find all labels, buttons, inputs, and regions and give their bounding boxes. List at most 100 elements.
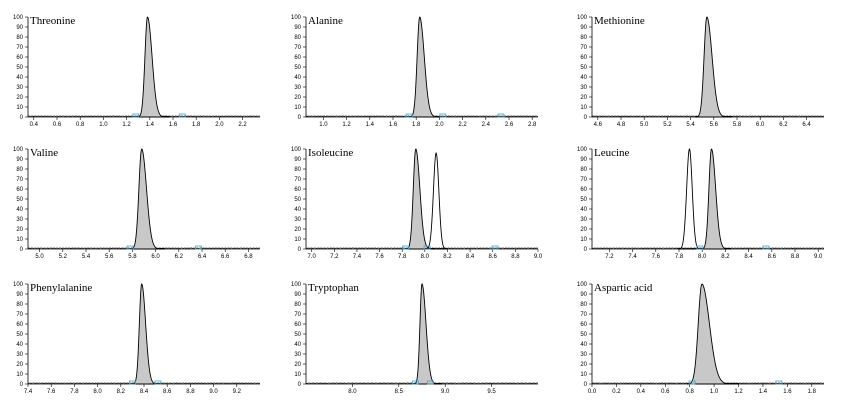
y-tick-label: 50 — [16, 332, 23, 338]
y-tick-label: 30 — [580, 352, 587, 358]
x-tick-label: 2.6 — [505, 122, 514, 128]
y-tick-label: 70 — [580, 177, 587, 183]
chromatogram-panel: 0 10 20 30 40 50 60 70 80 90 100 8.0 8.5 9.0 9.5 Trypto… — [291, 282, 539, 395]
y-tick-label: 80 — [16, 167, 23, 173]
peak-marker — [762, 245, 770, 250]
y-tick-label: 100 — [291, 147, 302, 153]
x-tick-label: 0.6 — [53, 122, 62, 128]
x-tick-label: 1.2 — [122, 122, 131, 128]
y-tick-label: 20 — [16, 227, 23, 233]
y-tick-label: 10 — [294, 105, 301, 111]
y-tick-label: 50 — [16, 65, 23, 71]
x-tick-label: 1.0 — [99, 122, 108, 128]
y-tick-label: 80 — [294, 35, 301, 41]
x-tick-label: 5.6 — [105, 254, 114, 260]
y-tick-label: 20 — [294, 95, 301, 101]
x-tick-label: 8.8 — [186, 389, 195, 395]
x-tick-label: 9.5 — [487, 389, 496, 395]
peak-marker — [154, 380, 162, 385]
x-tick-label: 7.0 — [307, 254, 316, 260]
y-tick-label: 40 — [580, 342, 587, 348]
chromatogram-panel: 0 10 20 30 40 50 60 70 80 90 100 0.4 0.6 0.8 1.0 1.2 1.4… — [13, 15, 261, 128]
y-tick-label: 40 — [294, 207, 301, 213]
panel-title: Alanine — [308, 15, 343, 27]
chromatogram-panel: 0 10 20 30 40 50 60 70 80 90 100 7.2 7.4 7.6 7.8 8.0 8.2… — [577, 147, 825, 260]
y-tick-label: 50 — [294, 332, 301, 338]
panel-title: Phenylalanine — [30, 282, 92, 294]
x-tick-label: 5.2 — [663, 122, 672, 128]
chromatogram-panel: 0 10 20 30 40 50 60 70 80 90 100 7.0 7.2 7.4 7.6 7.8 8.0… — [291, 147, 543, 260]
x-tick-label: 7.8 — [398, 254, 407, 260]
peak-marker — [696, 245, 704, 250]
x-tick-label: 1.8 — [192, 122, 201, 128]
x-tick-label: 6.6 — [221, 254, 230, 260]
x-tick-label: 5.0 — [640, 122, 649, 128]
y-tick-label: 10 — [294, 237, 301, 243]
x-tick-label: 7.4 — [353, 254, 362, 260]
peak-marker — [497, 113, 505, 118]
x-tick-label: 7.2 — [330, 254, 339, 260]
panel-title: Methionine — [594, 15, 645, 27]
y-tick-label: 80 — [294, 302, 301, 308]
y-tick-label: 10 — [580, 237, 587, 243]
y-tick-label: 60 — [16, 55, 23, 61]
peak-marker — [439, 113, 447, 118]
x-tick-label: 6.2 — [175, 254, 184, 260]
y-tick-label: 70 — [580, 312, 587, 318]
y-tick-label: 90 — [16, 292, 23, 298]
x-tick-label: 1.2 — [342, 122, 351, 128]
x-tick-label: 7.4 — [24, 389, 33, 395]
x-tick-label: 1.6 — [783, 389, 792, 395]
x-tick-label: 6.0 — [151, 254, 160, 260]
x-tick-label: 1.4 — [759, 389, 768, 395]
x-tick-label: 5.8 — [733, 122, 742, 128]
x-tick-label: 8.4 — [466, 254, 475, 260]
x-tick-label: 2.2 — [458, 122, 467, 128]
y-tick-label: 90 — [294, 25, 301, 31]
x-tick-label: 1.0 — [710, 389, 719, 395]
y-tick-label: 60 — [294, 322, 301, 328]
y-tick-label: 40 — [294, 75, 301, 81]
panel-title: Threonine — [30, 15, 75, 27]
x-tick-label: 0.8 — [76, 122, 85, 128]
y-tick-label: 90 — [16, 25, 23, 31]
y-tick-label: 40 — [16, 75, 23, 81]
y-tick-label: 30 — [16, 352, 23, 358]
x-tick-label: 4.6 — [594, 122, 603, 128]
x-tick-label: 6.8 — [244, 254, 253, 260]
x-tick-label: 8.0 — [698, 254, 707, 260]
y-tick-label: 10 — [580, 105, 587, 111]
x-tick-label: 1.4 — [366, 122, 375, 128]
y-tick-label: 30 — [294, 217, 301, 223]
y-tick-label: 50 — [580, 332, 587, 338]
x-tick-label: 7.6 — [47, 389, 56, 395]
y-tick-label: 60 — [16, 322, 23, 328]
x-tick-label: 6.4 — [802, 122, 811, 128]
x-tick-label: 8.2 — [721, 254, 730, 260]
y-tick-label: 30 — [580, 217, 587, 223]
y-tick-label: 60 — [580, 55, 587, 61]
y-tick-label: 40 — [16, 207, 23, 213]
y-tick-label: 100 — [291, 282, 302, 288]
y-tick-label: 60 — [294, 187, 301, 193]
x-tick-label: 0.6 — [661, 389, 670, 395]
y-tick-label: 20 — [294, 362, 301, 368]
x-tick-label: 1.2 — [734, 389, 743, 395]
y-tick-label: 40 — [580, 75, 587, 81]
x-tick-label: 0.4 — [30, 122, 39, 128]
y-tick-label: 100 — [577, 282, 588, 288]
x-tick-label: 5.2 — [59, 254, 68, 260]
y-tick-label: 80 — [580, 35, 587, 41]
filled-peak — [405, 148, 436, 250]
peak-marker — [195, 245, 202, 250]
y-tick-label: 90 — [294, 292, 301, 298]
outline-peak — [424, 152, 448, 250]
filled-peak — [700, 148, 732, 250]
outline-peak — [677, 148, 702, 250]
y-tick-label: 20 — [294, 227, 301, 233]
y-tick-label: 0 — [20, 382, 24, 388]
x-tick-label: 8.0 — [93, 389, 102, 395]
y-tick-label: 50 — [580, 65, 587, 71]
y-tick-label: 10 — [294, 372, 301, 378]
